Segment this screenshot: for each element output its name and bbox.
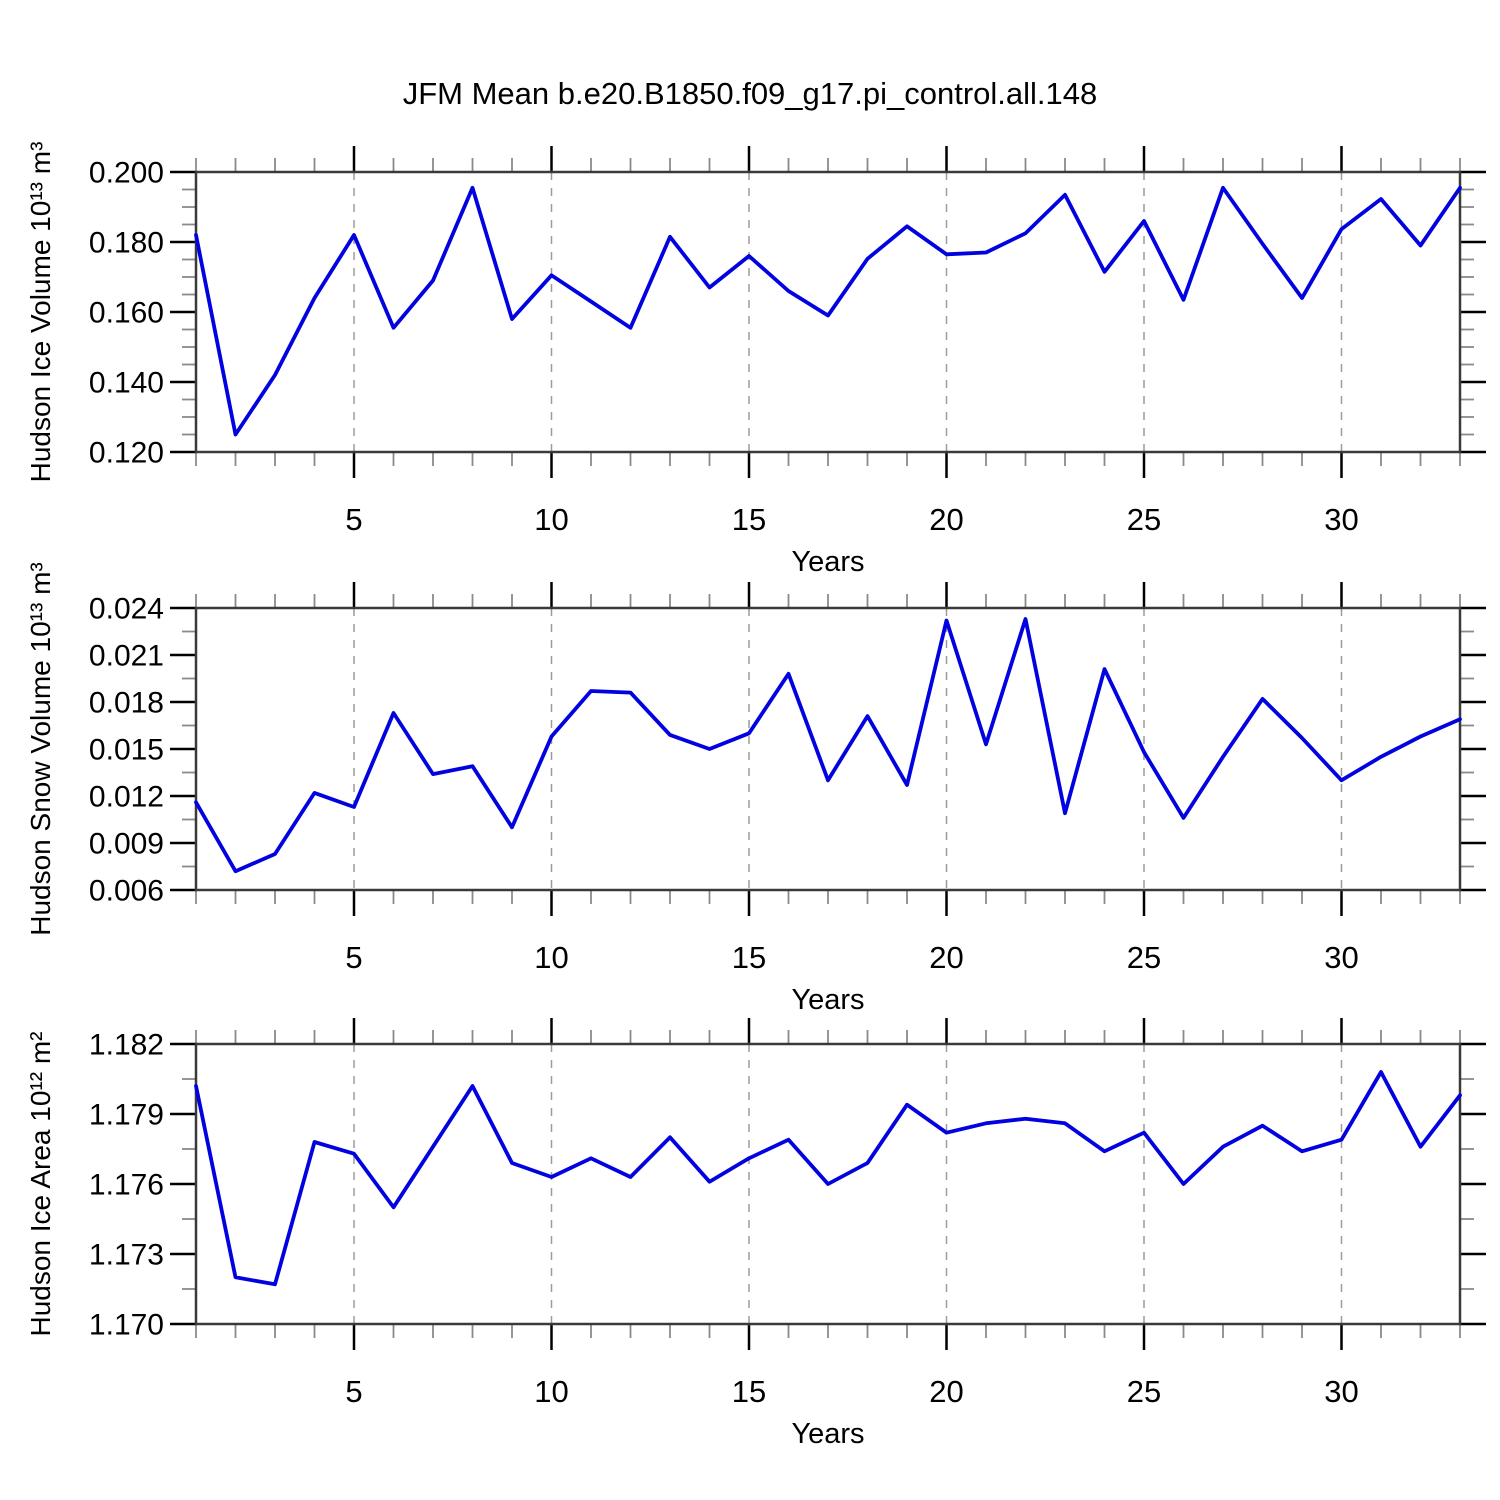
x-tick-label: 20 xyxy=(929,940,963,975)
plot-frame xyxy=(194,606,1462,892)
y-tick-label: 0.018 xyxy=(89,687,164,720)
x-tick-label: 5 xyxy=(345,502,362,537)
y-tick-label: 0.021 xyxy=(89,640,164,673)
y-axis-title: Hudson Ice Area 10¹² m² xyxy=(25,1031,56,1336)
y-axis-title: Hudson Ice Volume 10¹³ m³ xyxy=(25,142,56,483)
y-tick-label: 0.180 xyxy=(89,227,164,260)
chart-hudson-ice-area: 1.182 1.179 1.176 1.173 1.170 5 10 15 20 25 30 Year… xyxy=(25,1018,1486,1450)
y-tick-label: 0.009 xyxy=(89,828,164,861)
chart-hudson-snow-volume: 0.024 0.021 0.018 0.015 0.012 0.009 0.006 5 10 15… xyxy=(25,562,1486,1016)
plot-frame xyxy=(194,170,1462,454)
y-tick-label: 1.179 xyxy=(89,1099,164,1132)
x-tick-label: 30 xyxy=(1324,1374,1358,1409)
x-tick-label: 15 xyxy=(732,1374,766,1409)
figure-title: JFM Mean b.e20.B1850.f09_g17.pi_control.… xyxy=(402,76,1098,111)
y-tick-label: 1.176 xyxy=(89,1169,164,1202)
x-axis-title: Years xyxy=(791,984,864,1016)
hudson-snow-volume-line xyxy=(194,617,1462,874)
x-tick-label: 20 xyxy=(929,1374,963,1409)
y-tick-label: 1.182 xyxy=(89,1029,164,1062)
y-tick-label: 1.170 xyxy=(89,1309,164,1342)
y-tick-label: 0.160 xyxy=(89,297,164,330)
x-tick-label: 30 xyxy=(1324,940,1358,975)
hudson-ice-area-line xyxy=(194,1070,1462,1287)
y-tick-label: 1.173 xyxy=(89,1239,164,1272)
x-tick-label: 5 xyxy=(345,1374,362,1409)
x-tick-label: 25 xyxy=(1127,940,1161,975)
x-axis-title: Years xyxy=(791,1418,864,1450)
y-tick-label: 0.140 xyxy=(89,367,164,400)
y-tick-label: 0.015 xyxy=(89,734,164,767)
y-tick-label: 0.006 xyxy=(89,875,164,908)
y-tick-label: 0.200 xyxy=(89,157,164,190)
hudson-ice-volume-line xyxy=(194,185,1462,437)
x-tick-label: 25 xyxy=(1127,1374,1161,1409)
x-tick-label: 15 xyxy=(732,502,766,537)
x-axis-title: Years xyxy=(791,546,864,578)
y-tick-label: 0.120 xyxy=(89,437,164,470)
x-tick-label: 15 xyxy=(732,940,766,975)
x-tick-label: 20 xyxy=(929,502,963,537)
x-tick-label: 10 xyxy=(534,1374,568,1409)
y-tick-label: 0.012 xyxy=(89,781,164,814)
x-tick-label: 10 xyxy=(534,502,568,537)
x-tick-label: 30 xyxy=(1324,502,1358,537)
chart-hudson-ice-volume: 0.200 0.180 0.160 0.140 0.120 5 10 15 20 25 30 Year… xyxy=(25,142,1486,578)
x-tick-label: 10 xyxy=(534,940,568,975)
y-tick-label: 0.024 xyxy=(89,593,164,626)
plot-frame xyxy=(194,1042,1462,1326)
x-tick-label: 25 xyxy=(1127,502,1161,537)
x-tick-label: 5 xyxy=(345,940,362,975)
y-axis-title: Hudson Snow Volume 10¹³ m³ xyxy=(25,562,56,936)
